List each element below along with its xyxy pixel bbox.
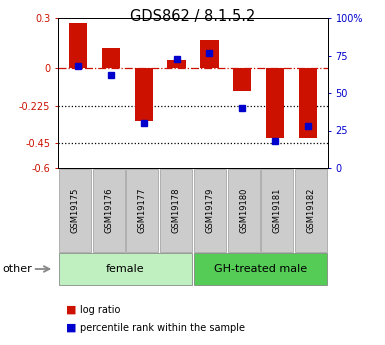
Bar: [266, 68, 285, 138]
Text: GSM19178: GSM19178: [172, 187, 181, 233]
Text: female: female: [106, 264, 145, 274]
Text: GSM19179: GSM19179: [205, 187, 214, 233]
Text: ■: ■: [66, 323, 76, 333]
Text: GSM19180: GSM19180: [239, 187, 248, 233]
Bar: [102, 48, 120, 68]
Text: log ratio: log ratio: [80, 305, 121, 315]
Text: GSM19177: GSM19177: [138, 187, 147, 233]
Text: GSM19176: GSM19176: [104, 187, 113, 233]
Text: percentile rank within the sample: percentile rank within the sample: [80, 323, 245, 333]
Bar: [299, 68, 317, 138]
Bar: [134, 68, 153, 121]
Text: GSM19175: GSM19175: [70, 187, 79, 233]
Bar: [201, 40, 219, 68]
Bar: [167, 60, 186, 68]
Text: ■: ■: [66, 305, 76, 315]
Text: other: other: [2, 264, 32, 274]
Text: GH-treated male: GH-treated male: [214, 264, 307, 274]
Bar: [69, 23, 87, 68]
Bar: [233, 68, 251, 91]
Text: GDS862 / 8.1.5.2: GDS862 / 8.1.5.2: [130, 9, 255, 23]
Text: GSM19181: GSM19181: [273, 187, 282, 233]
Text: GSM19182: GSM19182: [306, 187, 316, 233]
